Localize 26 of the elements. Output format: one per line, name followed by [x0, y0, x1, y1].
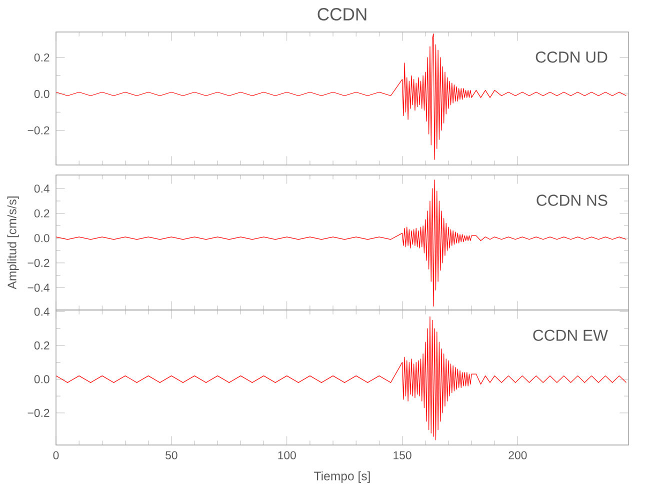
x-tick-label: 0 [53, 451, 59, 460]
annotation: CCDN UD [536, 51, 608, 63]
y-tick-label: −0.4 [28, 284, 50, 292]
y-tick-label: 0.4 [34, 184, 50, 193]
y-tick-label: 0.0 [34, 90, 50, 98]
chart-title: CCDN [318, 8, 366, 20]
line-series [56, 316, 627, 440]
y-tick-label: 0.2 [34, 341, 50, 350]
x-tick-label: 50 [166, 451, 178, 460]
x-tick-label: 150 [394, 451, 412, 460]
line-series [56, 180, 627, 307]
annotation: CCDN EW [533, 330, 608, 341]
y-tick-label: 0.0 [34, 375, 50, 384]
y-tick-label: 0.2 [34, 53, 50, 62]
y-tick-label: −0.2 [28, 408, 50, 417]
y-tick-label: −0.2 [28, 258, 50, 267]
x-tick-label: 100 [278, 451, 296, 460]
y-tick-label: 0.0 [34, 234, 50, 242]
y-axis-title: Amplitud [cm/s/s] [7, 196, 19, 290]
y-tick-label: −0.2 [28, 126, 50, 134]
x-tick-label: 200 [508, 451, 527, 460]
y-tick-label: 0.2 [34, 209, 50, 218]
annotation: CCDN NS [536, 194, 608, 206]
y-tick-label: 0.4 [34, 308, 50, 316]
line-series [56, 33, 627, 160]
x-axis-title: Tiempo [s] [314, 471, 370, 483]
